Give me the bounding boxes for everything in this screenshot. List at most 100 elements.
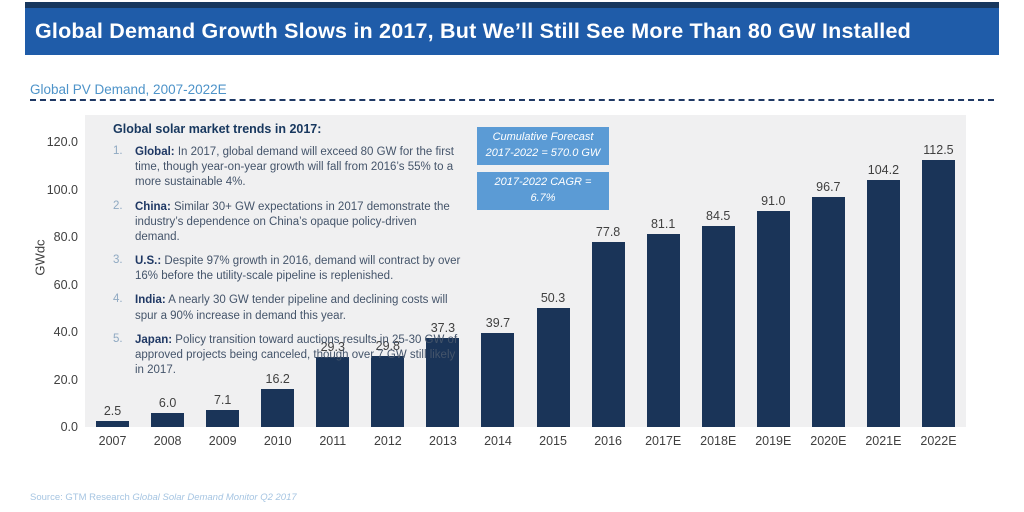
plot-area: 2.5 6.0 7.1 16.2 29.3 29.8 37.3 39.7 50.3 77.8 81.… — [85, 115, 966, 427]
trend-item-text: U.S.: Despite 97% growth in 2016, demand… — [135, 255, 461, 283]
y-tick-label: 60.0 — [53, 277, 78, 292]
x-tick-label: 2007 — [98, 434, 127, 448]
bar-slot-2010: 16.2 — [250, 115, 305, 427]
source-publication: Global Solar Demand Monitor Q2 2017 — [132, 492, 297, 503]
bar — [756, 211, 790, 427]
dashed-divider — [30, 99, 994, 101]
bar — [811, 197, 845, 427]
y-tick-label: 0.0 — [60, 420, 78, 434]
bar-slot-2020E: 96.7 — [801, 115, 856, 427]
x-tick-label: 2019E — [755, 434, 792, 448]
bar-series: 2.5 6.0 7.1 16.2 29.3 29.8 37.3 39.7 50.3 77.8 81.… — [85, 115, 966, 427]
bar-value-label: 29.3 — [320, 340, 345, 354]
trend-item-number: 2. — [113, 199, 123, 212]
trend-item-number: 3. — [113, 254, 123, 267]
bar-value-label: 16.2 — [265, 372, 290, 386]
trend-item-lead: India: — [135, 294, 166, 307]
bar-slot-2022E: 112.5 — [911, 115, 966, 427]
bar-slot-2021E: 104.2 — [856, 115, 911, 427]
source-prefix: Source: GTM Research — [30, 492, 133, 503]
trend-item-text: China: Similar 30+ GW expectations in 20… — [135, 200, 450, 243]
x-tick-label: 2011 — [319, 434, 347, 448]
x-tick-label: 2015 — [539, 434, 567, 448]
callout-line: Cumulative Forecast — [492, 131, 594, 143]
trends-title: Global solar market trends in 2017: — [113, 122, 322, 136]
bar-slot-2017E: 81.1 — [636, 115, 691, 427]
callout-line: 2017-2022 = 570.0 GW — [485, 146, 601, 159]
y-tick-label: 80.0 — [53, 230, 78, 244]
y-tick-label: 40.0 — [53, 325, 78, 339]
y-tick-label: 20.0 — [53, 372, 78, 387]
trend-item: 3. U.S.: Despite 97% growth in 2016, dema… — [113, 254, 461, 284]
trends-annotation: Global solar market trends in 2017: 1. Gl… — [113, 122, 461, 387]
bar-value-label: 112.5 — [923, 143, 954, 157]
x-tick-label: 2021E — [865, 434, 902, 448]
bar — [426, 338, 460, 427]
source-note: Source: GTM Research Global Solar Demand… — [30, 492, 297, 503]
bar-value-label: 7.1 — [213, 393, 232, 407]
bar — [701, 226, 735, 427]
bar-value-label: 50.3 — [540, 291, 566, 305]
bar-slot-2019E: 91.0 — [746, 115, 801, 427]
trend-item: 2. China: Similar 30+ GW expectations in … — [113, 200, 461, 246]
bar-slot-2009: 7.1 — [195, 115, 250, 427]
x-tick-label: 2016 — [594, 434, 622, 448]
bar-slot-2007: 2.5 — [85, 115, 140, 427]
y-tick-label: 120.0 — [46, 135, 78, 149]
trend-item-number: 1. — [113, 145, 123, 157]
x-tick-label: 2013 — [429, 434, 457, 448]
x-tick-label: 2010 — [263, 434, 292, 448]
trend-item-lead: Global: — [135, 146, 175, 158]
bar — [261, 389, 295, 427]
bar — [591, 242, 625, 427]
bar-slot-2018E: 84.5 — [691, 115, 746, 427]
bar — [481, 333, 515, 427]
bar — [316, 357, 350, 427]
x-tick-label: 2018E — [700, 434, 737, 448]
bar-value-label: 81.1 — [650, 217, 676, 231]
callout-box-0: Cumulative Forecast 2017-2022 = 570.0 GW — [477, 127, 609, 165]
trend-item: 5. Japan: Policy transition toward auctio… — [113, 333, 461, 379]
trend-item: 4. India: A nearly 30 GW tender pipeline … — [113, 293, 461, 323]
bar — [646, 234, 680, 427]
page-title: Global Demand Growth Slows in 2017, But … — [35, 19, 911, 43]
trend-item-text: Japan: Policy transition toward auctions… — [135, 333, 458, 377]
trend-item-lead: Japan: — [135, 333, 173, 346]
bar-value-label: 96.7 — [816, 180, 841, 194]
x-tick-label: 2009 — [208, 434, 237, 448]
bar-slot-2016: 77.8 — [581, 115, 636, 427]
bar — [536, 308, 570, 427]
bar-slot-2014: 39.7 — [470, 115, 525, 427]
bar-value-label: 37.3 — [430, 321, 456, 335]
chart-title: Global PV Demand, 2007-2022E — [30, 82, 227, 97]
bar — [96, 421, 130, 427]
bar-value-label: 29.8 — [375, 339, 401, 353]
trend-item-text: India: A nearly 30 GW tender pipeline an… — [135, 294, 448, 322]
bar — [206, 410, 240, 427]
bar-slot-2013: 37.3 — [415, 115, 470, 427]
title-bar: Global Demand Growth Slows in 2017, But … — [25, 2, 999, 55]
bar-slot-2011: 29.3 — [305, 115, 360, 427]
trend-item: 1. Global: In 2017, global demand will ex… — [113, 145, 461, 191]
bar — [921, 160, 955, 427]
x-tick-label: 2020E — [810, 434, 847, 448]
bar-value-label: 6.0 — [158, 396, 177, 410]
bar-value-label: 39.7 — [485, 316, 511, 330]
y-tick-label: 100.0 — [46, 182, 78, 197]
x-tick-label: 2008 — [153, 434, 182, 448]
bar-value-label: 2.5 — [103, 404, 122, 418]
trend-item-number: 5. — [113, 332, 123, 345]
x-tick-label: 2022E — [920, 434, 957, 448]
x-tick-label: 2017E — [645, 434, 682, 448]
bar-value-label: 77.8 — [595, 225, 621, 239]
bar — [866, 180, 900, 427]
callout-box-1: 2017-2022 CAGR = 6.7% — [477, 172, 609, 210]
bar-slot-2012: 29.8 — [360, 115, 415, 427]
callout-line: 2017-2022 CAGR = 6.7% — [494, 176, 592, 204]
bar-value-label: 84.5 — [706, 209, 731, 223]
trend-item-text: Global: In 2017, global demand will exce… — [135, 146, 454, 189]
bar — [371, 356, 405, 427]
trend-item-lead: China: — [135, 200, 171, 213]
x-axis-labels: 2007 2008 2009 2010 2011 2012 2013 2014 2015 2016… — [85, 434, 966, 448]
